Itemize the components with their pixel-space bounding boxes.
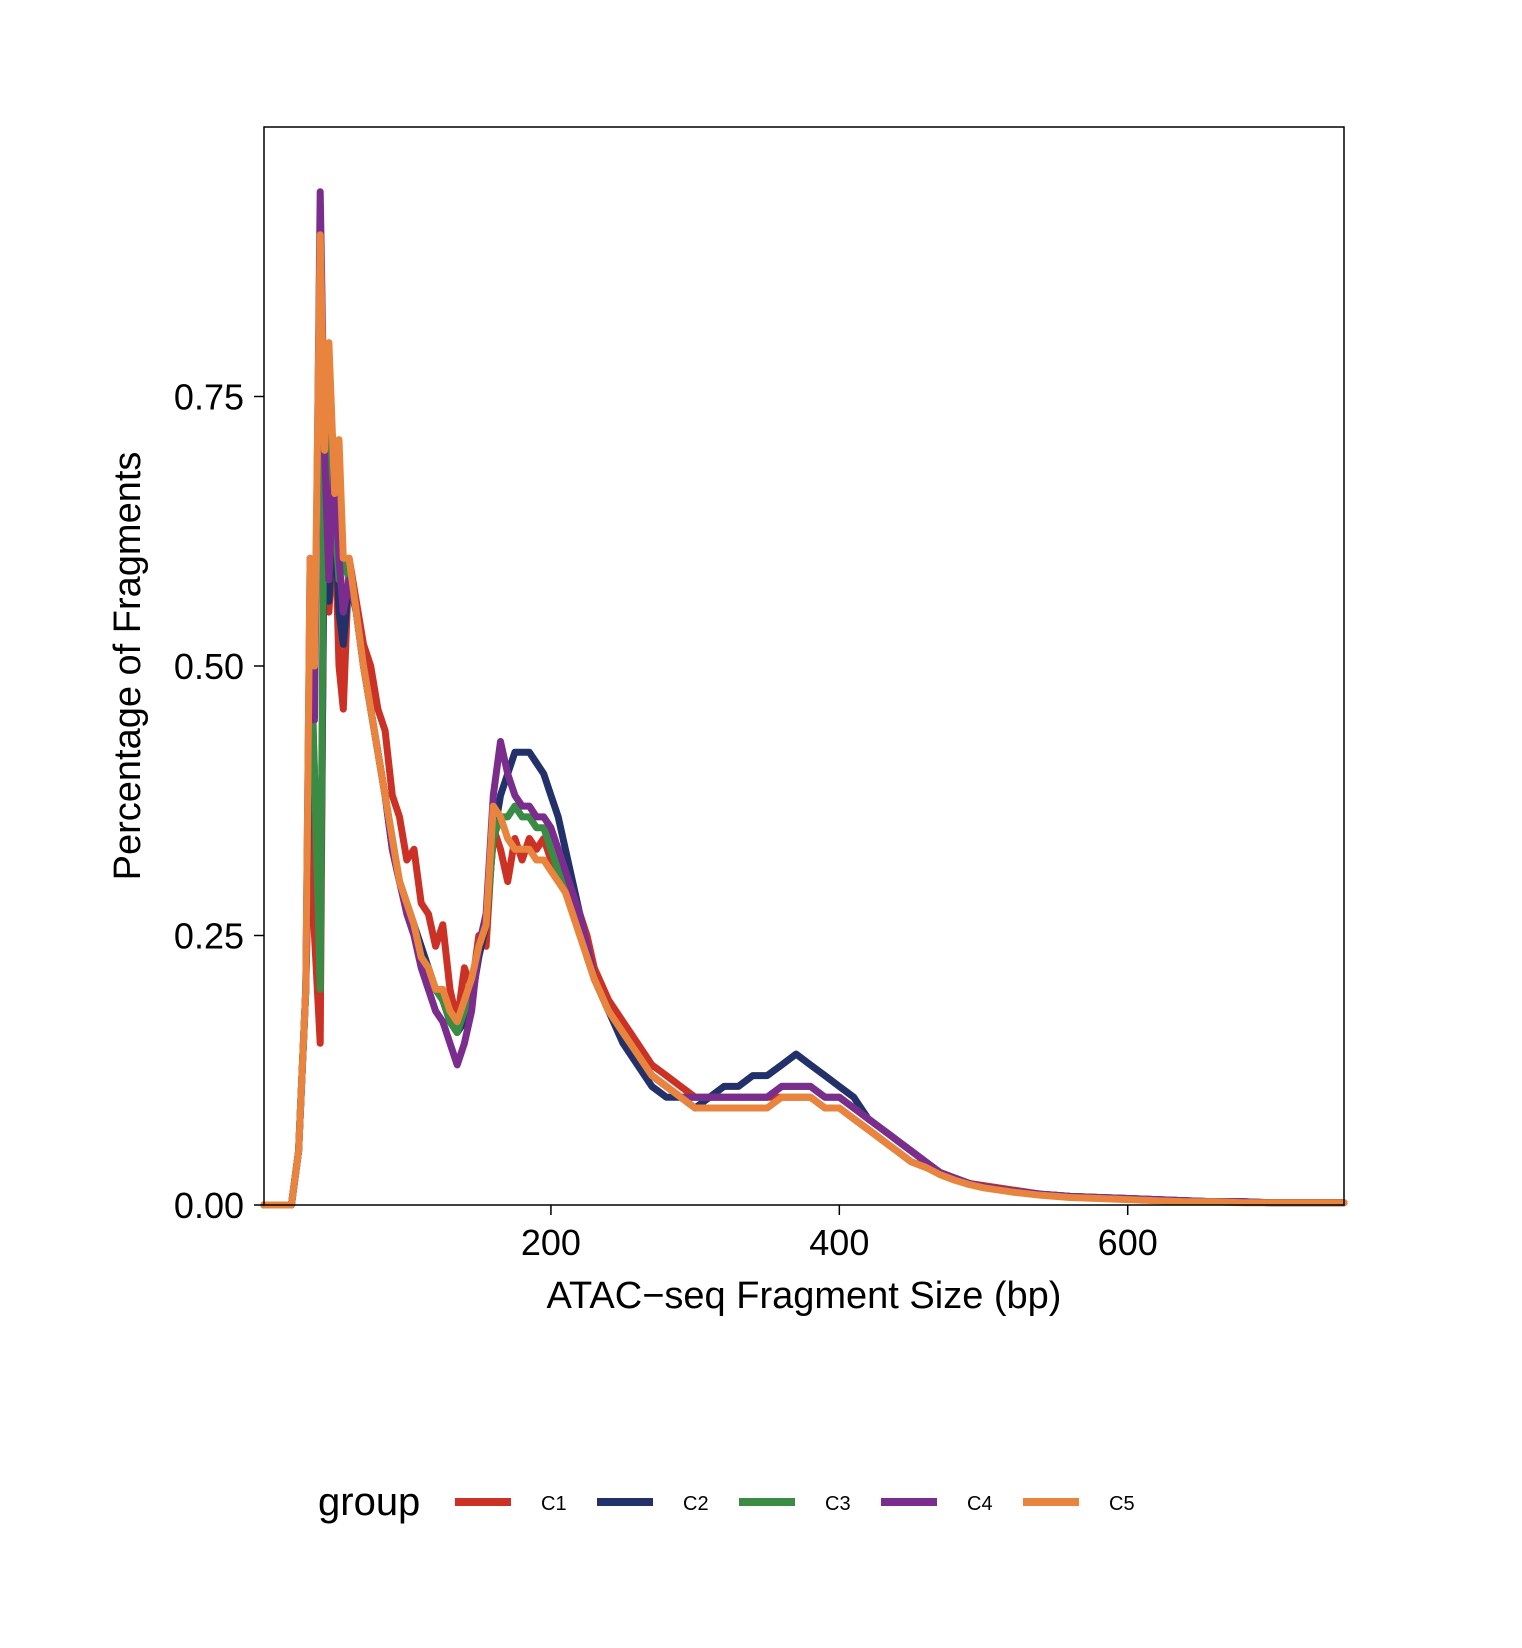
y-tick-label: 0.00 — [174, 1185, 244, 1226]
x-tick-label: 600 — [1098, 1222, 1158, 1263]
legend: group C1 C2 C3 C4 C5 — [318, 1480, 1135, 1524]
x-tick-label: 400 — [809, 1222, 869, 1263]
series-line-c4 — [260, 188, 1348, 1209]
series-line-c3 — [260, 382, 1348, 1209]
legend-title: group — [318, 1480, 420, 1524]
legend-label-c5: C5 — [1109, 1493, 1135, 1515]
plot-lines — [260, 188, 1348, 1209]
y-axis: 0.00 0.25 0.50 0.75 — [174, 377, 264, 1226]
plot-frame — [263, 126, 1345, 1206]
y-tick-label: 0.75 — [174, 377, 244, 418]
x-axis-title: ATAC−seq Fragment Size (bp) — [547, 1275, 1062, 1317]
legend-label-c4: C4 — [967, 1493, 993, 1515]
x-axis: 200 400 600 — [521, 1205, 1158, 1263]
y-axis-title: Percentage of Fragments — [107, 452, 149, 881]
legend-label-c3: C3 — [825, 1493, 851, 1515]
y-tick-label: 0.50 — [174, 646, 244, 687]
series-line-c5 — [260, 231, 1348, 1209]
legend-label-c2: C2 — [683, 1493, 709, 1515]
legend-label-c1: C1 — [541, 1493, 567, 1515]
y-tick-label: 0.25 — [174, 916, 244, 957]
x-tick-label: 200 — [521, 1222, 581, 1263]
